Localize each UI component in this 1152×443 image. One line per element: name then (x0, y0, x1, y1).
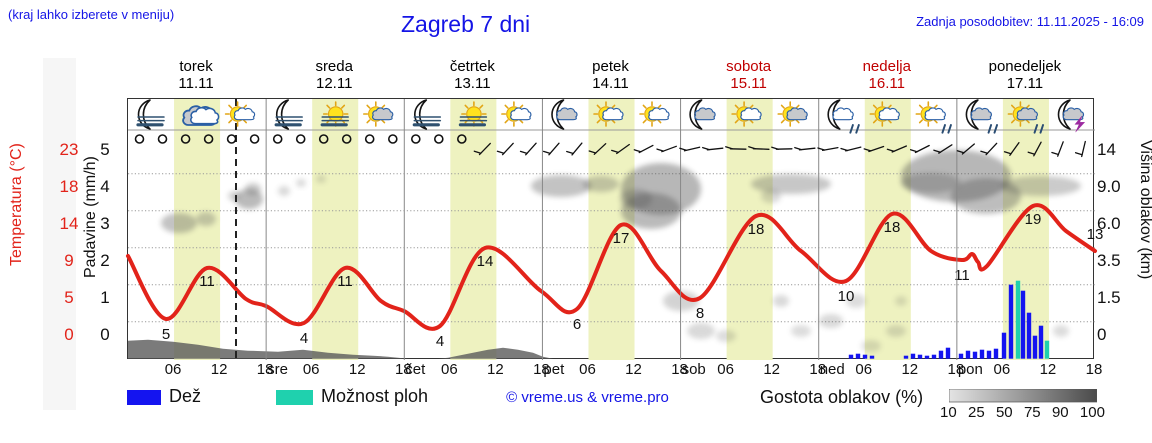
svg-text:4: 4 (300, 330, 308, 347)
svg-text:18: 18 (884, 219, 901, 236)
svg-text:19: 19 (1025, 211, 1042, 228)
svg-text:5: 5 (162, 326, 170, 343)
svg-text:18: 18 (748, 221, 765, 238)
svg-text:6: 6 (573, 316, 581, 333)
svg-text:8: 8 (696, 305, 704, 322)
svg-text:17: 17 (613, 230, 630, 247)
svg-text:11: 11 (199, 273, 215, 290)
svg-text:14: 14 (477, 253, 494, 270)
svg-text:4: 4 (436, 333, 444, 350)
svg-text:10: 10 (838, 288, 855, 305)
svg-text:11: 11 (337, 273, 353, 290)
